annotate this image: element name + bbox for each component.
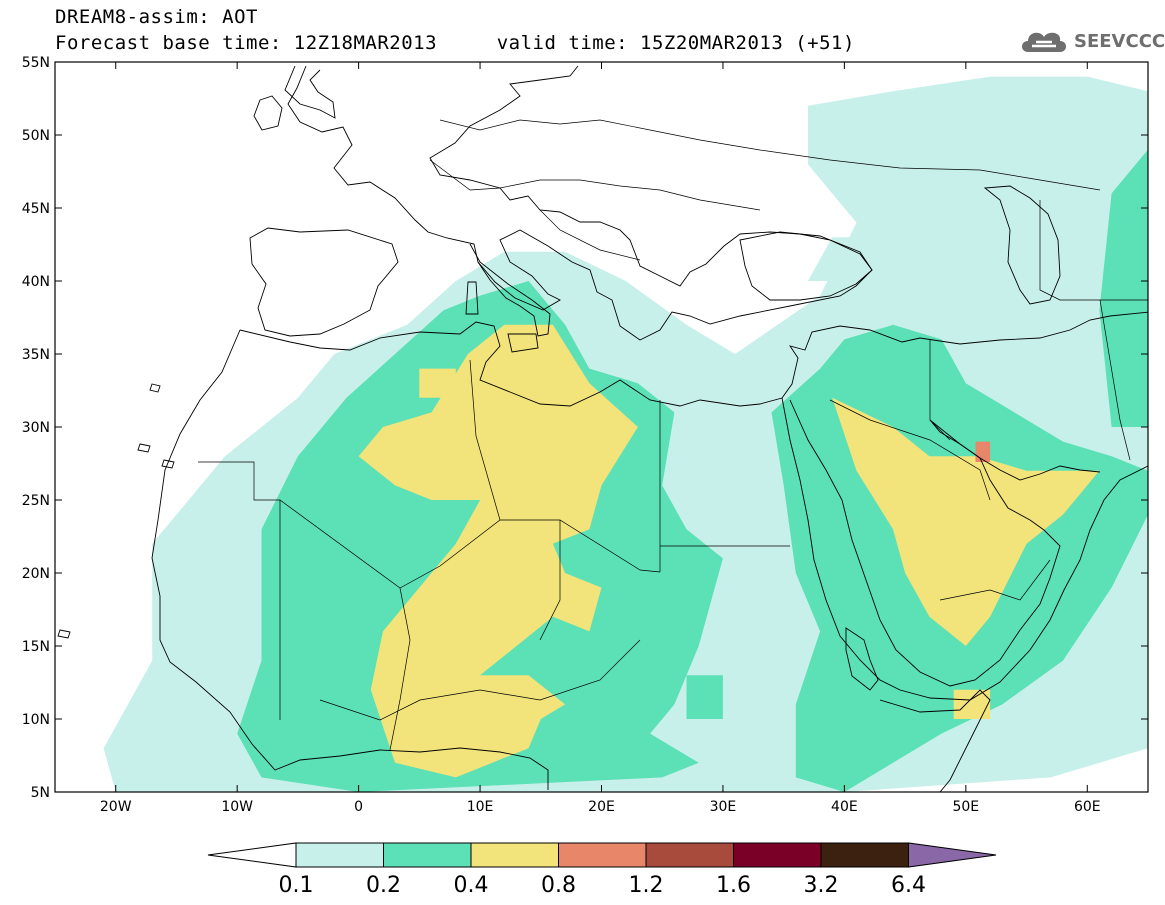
colorbar-label: 0.2 bbox=[366, 873, 401, 898]
aot-field-0_4-region bbox=[419, 368, 456, 398]
lon-tick-label: 10E bbox=[467, 799, 494, 815]
colorbar-label: 0.4 bbox=[454, 873, 489, 898]
lat-tick-label: 5N bbox=[31, 785, 50, 801]
colorbar-label: 6.4 bbox=[891, 873, 926, 898]
colorbar-label: 3.2 bbox=[804, 873, 839, 898]
lat-tick-label: 35N bbox=[22, 347, 50, 363]
aot-field-layer bbox=[103, 76, 1148, 792]
lon-tick-label: 40E bbox=[831, 799, 858, 815]
lon-tick-label: 60E bbox=[1074, 799, 1101, 815]
colorbar-swatch bbox=[820, 842, 909, 868]
colorbar: 0.1 0.2 0.4 0.8 1.2 1.6 3.2 6.4 bbox=[207, 842, 997, 898]
chart-title: DREAM8-assim: AOT bbox=[55, 6, 258, 28]
lat-tick-label: 25N bbox=[22, 493, 50, 509]
aot-field-0_4-region bbox=[358, 324, 638, 778]
chart-subtitle: Forecast base time: 12Z18MAR2013 valid t… bbox=[55, 32, 855, 54]
colorbar-swatch bbox=[295, 842, 384, 868]
logo-text: SEEVCCC bbox=[1074, 30, 1165, 52]
lon-tick-label: 10W bbox=[221, 799, 253, 815]
colorbar-label: 1.6 bbox=[716, 873, 751, 898]
lat-tick-label: 45N bbox=[22, 201, 50, 217]
colorbar-label: 1.2 bbox=[629, 873, 664, 898]
lon-tick-label: 50E bbox=[952, 799, 979, 815]
lon-tick-label: 30E bbox=[710, 799, 737, 815]
colorbar-label: 0.8 bbox=[541, 873, 576, 898]
colorbar-swatch bbox=[558, 842, 647, 868]
coastline-layer bbox=[57, 65, 1148, 792]
aot-field-0_2-region bbox=[686, 675, 723, 719]
aot-field-0_4-region bbox=[832, 397, 1100, 646]
cloud-icon bbox=[1022, 32, 1066, 52]
aot-field-0_2-region bbox=[1099, 149, 1148, 427]
lat-tick-label: 10N bbox=[22, 712, 50, 728]
colorbar-swatch bbox=[733, 842, 822, 868]
border-layer bbox=[198, 119, 1148, 751]
colorbar-under-arrow bbox=[207, 842, 297, 868]
colorbar-swatch bbox=[645, 842, 734, 868]
lat-tick-label: 15N bbox=[22, 639, 50, 655]
lon-tick-label: 0 bbox=[354, 799, 363, 815]
lat-tick-label: 50N bbox=[22, 128, 50, 144]
lon-tick-label: 20W bbox=[100, 799, 132, 815]
lat-tick-label: 55N bbox=[22, 55, 50, 71]
aot-field-0_8-region bbox=[975, 441, 991, 462]
colorbar-label: 0.1 bbox=[279, 873, 314, 898]
seevccc-logo: SEEVCCC bbox=[1018, 26, 1165, 56]
lat-tick-label: 40N bbox=[22, 274, 50, 290]
lon-tick-label: 20E bbox=[588, 799, 615, 815]
lat-tick-label: 30N bbox=[22, 420, 50, 436]
colorbar-swatch bbox=[470, 842, 559, 868]
aot-field-0_4-region bbox=[953, 689, 991, 719]
axis-ticks: 20W 10W 0 10E 20E 30E 40E 50E 60E 55N 50N 45N 40N 35N… bbox=[22, 55, 1148, 815]
colorbar-swatch bbox=[383, 842, 472, 868]
lat-tick-label: 20N bbox=[22, 566, 50, 582]
colorbar-over-arrow bbox=[908, 842, 997, 868]
